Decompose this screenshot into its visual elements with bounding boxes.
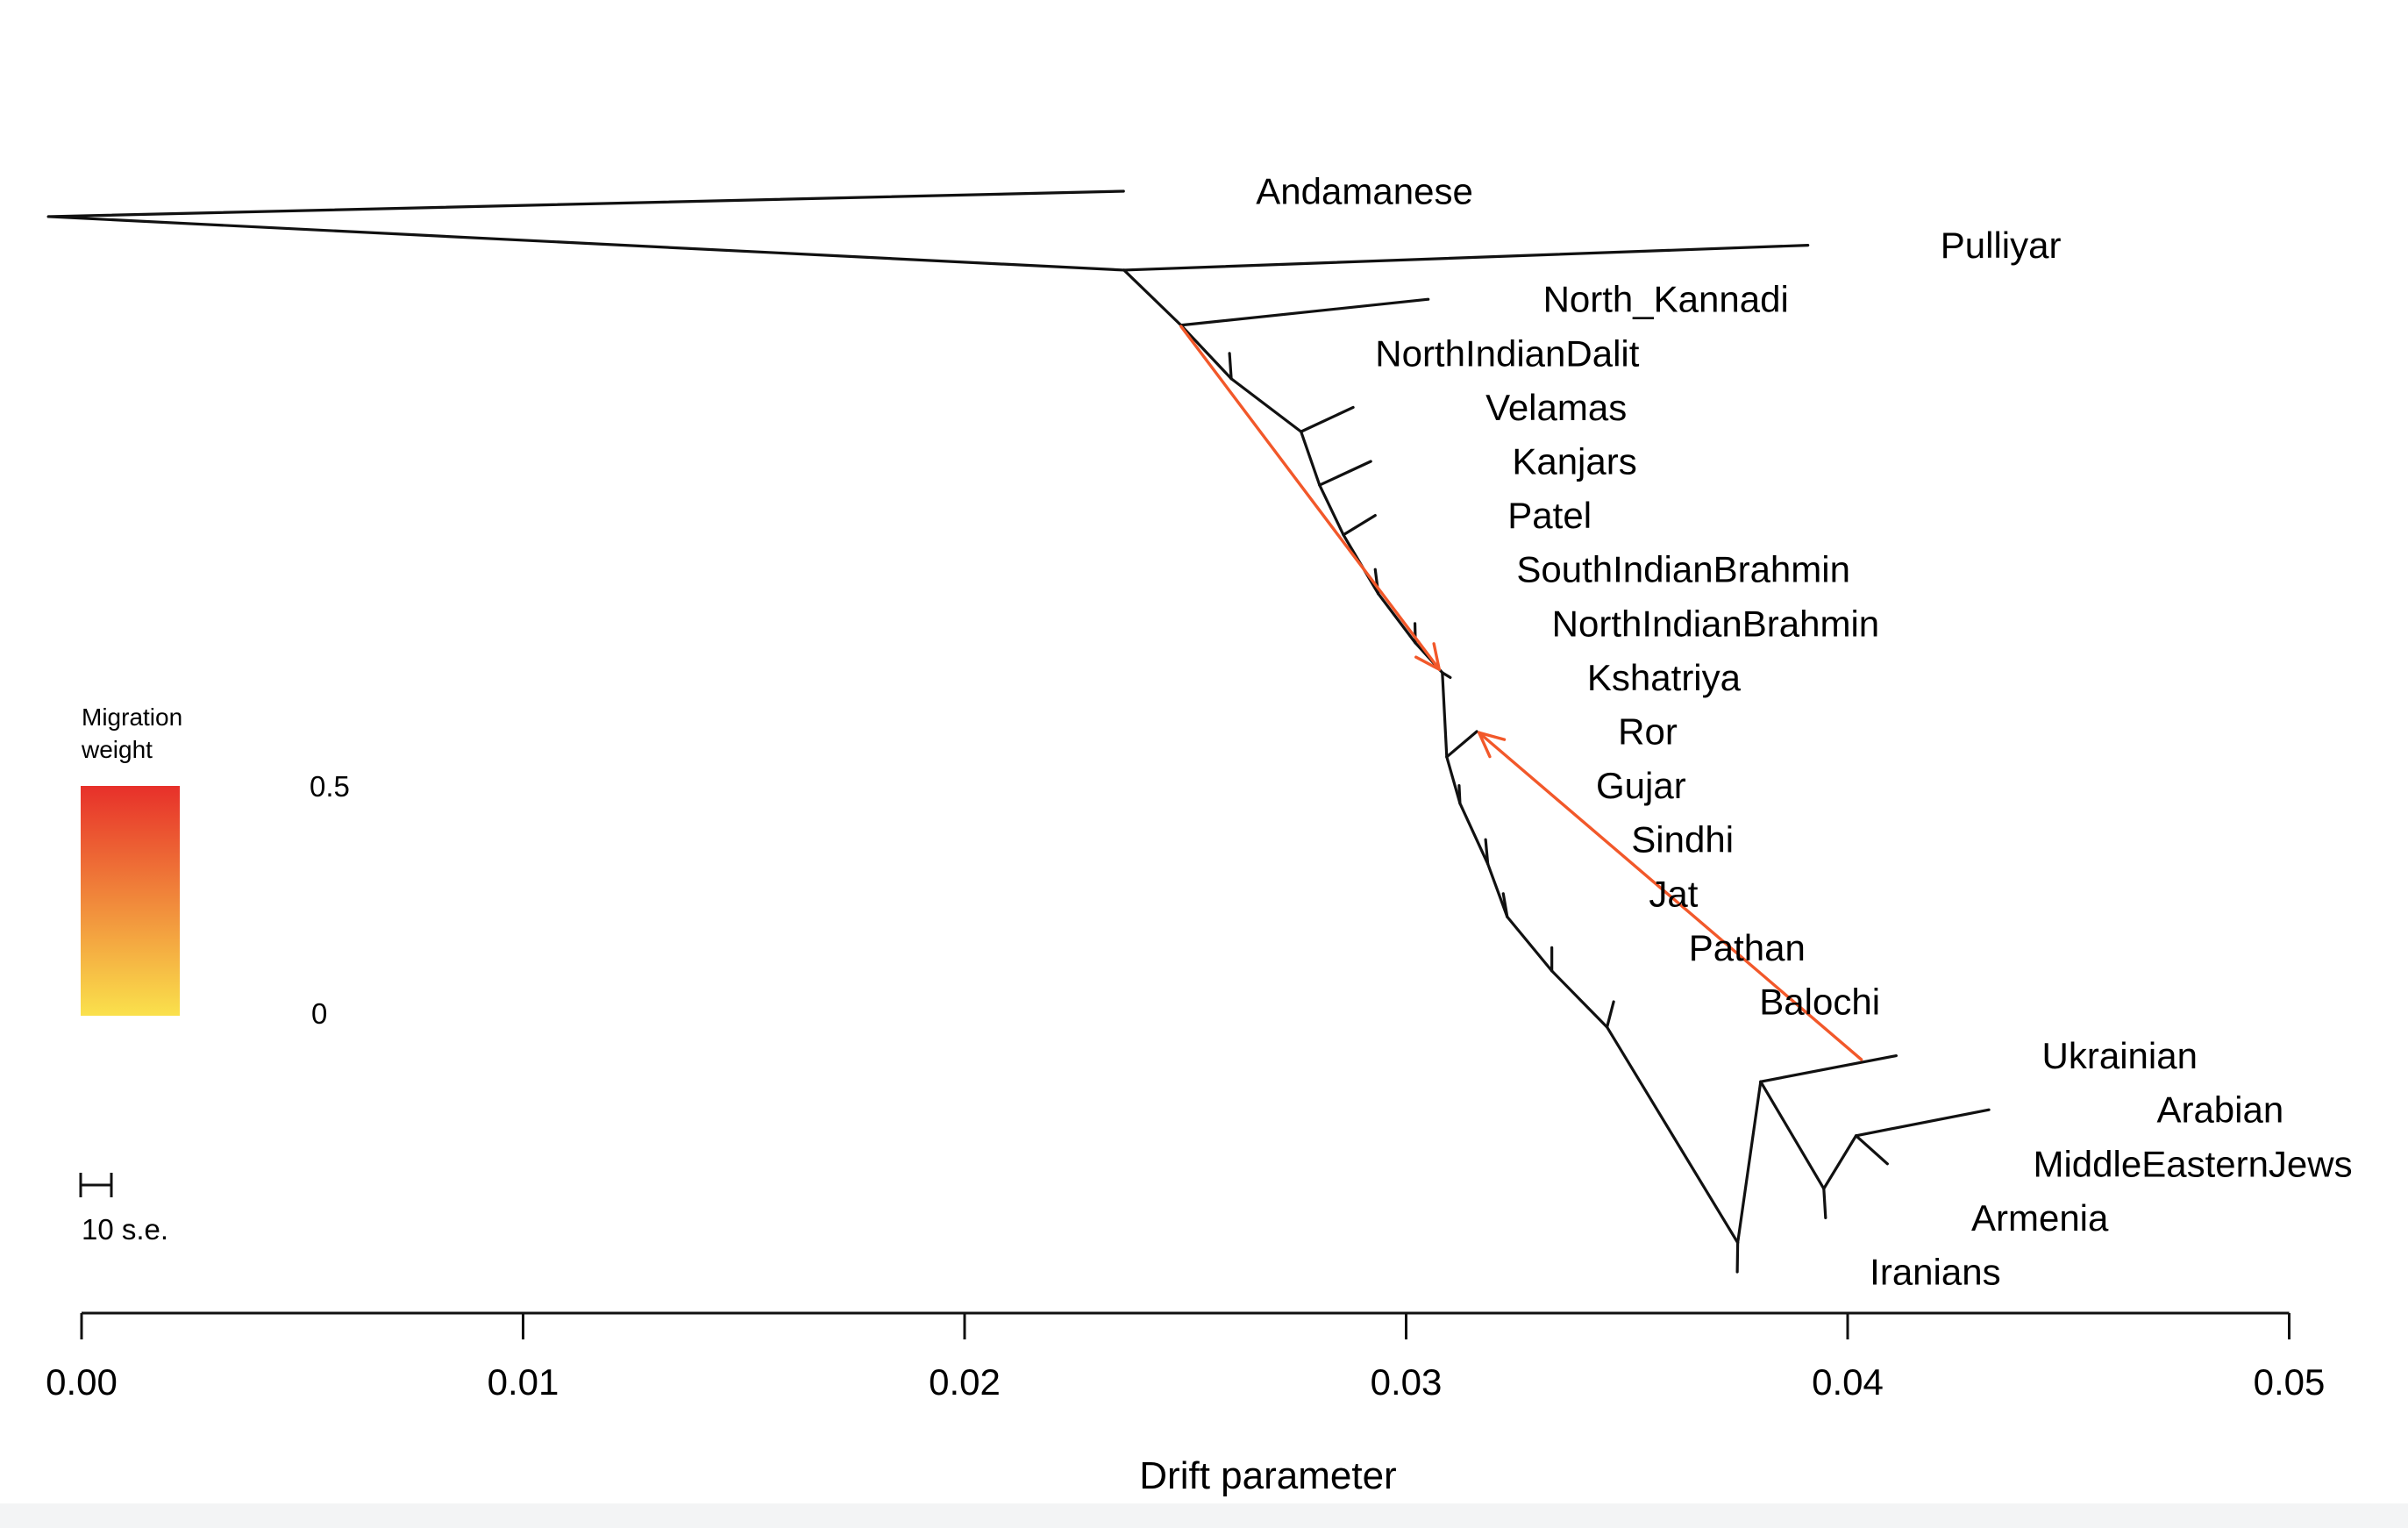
tree-branch-N_sindhi (1458, 802, 1490, 866)
migration-arrowhead-2a (1477, 731, 1507, 741)
tree-branch-Patel (1342, 513, 1377, 537)
tip-label-Sindhi: Sindhi (1631, 819, 1734, 860)
tip-label-Velamas: Velamas (1485, 387, 1627, 428)
legend-max-label: 0.5 (310, 770, 350, 803)
tip-label-NorthIndianDalit: NorthIndianDalit (1375, 332, 1639, 374)
tree-branch-NorthIndianDalit (1228, 352, 1233, 381)
tree-branch-N_pathan (1506, 915, 1554, 973)
tip-label-Balochi: Balochi (1759, 982, 1880, 1023)
tree-branch-H (1377, 592, 1417, 645)
tip-label-Pulliyar: Pulliyar (1941, 225, 2062, 266)
migration-edge-2 (1477, 731, 1863, 1061)
migration-weight-legend: Migration weight 0.5 0 (81, 703, 350, 1030)
legend-title-line1: Migration (82, 703, 182, 731)
tip-label-NorthIndianBrahmin: NorthIndianBrahmin (1552, 603, 1880, 644)
tree-branch-Iranians (1735, 1241, 1740, 1274)
tip-label-Gujar: Gujar (1596, 765, 1686, 806)
tree-branches (46, 189, 1991, 1274)
tree-branch-Andamanese (46, 189, 1125, 218)
tree-branch-B (1122, 268, 1183, 327)
x-axis-tick-label-0.02: 0.02 (929, 1361, 1001, 1403)
tree-branch-N_gujar (1445, 755, 1462, 805)
standard-error-scalebar (79, 1173, 113, 1197)
tip-label-Armenia: Armenia (1971, 1197, 2109, 1239)
tree-branch-R (1759, 1080, 1826, 1190)
tip-label-Iranians: Iranians (1870, 1252, 2000, 1293)
x-axis-title: Drift parameter (1139, 1454, 1396, 1497)
tree-branch-E (1300, 430, 1322, 487)
bottom-strip (0, 1503, 2408, 1528)
legend-min-label: 0 (311, 997, 327, 1030)
tip-label-Ukrainian: Ukrainian (2042, 1035, 2198, 1076)
migration-arrowhead-1a (1414, 655, 1441, 671)
tree-branch-A (46, 215, 1126, 272)
tree-branch-C (1179, 324, 1233, 381)
x-axis-tick-label-0.05: 0.05 (2254, 1361, 2326, 1403)
migration-arrowhead-1b (1432, 642, 1441, 671)
tip-label-Jat: Jat (1649, 873, 1698, 914)
tree-branch-Jat (1501, 892, 1509, 918)
migration-arrowhead-2b (1477, 731, 1492, 759)
tree-branch-Pulliyar (1122, 244, 1810, 272)
x-axis-tick-label-0.00: 0.00 (46, 1361, 118, 1403)
tree-branch-N_balochi (1550, 969, 1609, 1029)
legend-gradient-bar (81, 786, 180, 1016)
tip-label-MiddleEasternJews: MiddleEasternJews (2033, 1143, 2352, 1184)
tree-branch-Ukrainian (1759, 1053, 1898, 1083)
tree-branch-N_jat (1486, 862, 1509, 918)
x-axis-tick-label-0.04: 0.04 (1812, 1361, 1884, 1403)
tip-label-Patel: Patel (1507, 495, 1592, 536)
tip-label-Pathan: Pathan (1689, 927, 1806, 968)
tip-label-Arabian: Arabian (2156, 1089, 2283, 1131)
x-axis-tick-label-0.03: 0.03 (1371, 1361, 1443, 1403)
tree-branch-Velamas (1300, 405, 1355, 433)
scalebar-label: 10 s.e. (82, 1213, 168, 1246)
migration-edge-1 (1179, 325, 1441, 671)
x-axis-tick-label-0.01: 0.01 (488, 1361, 559, 1403)
legend-title-line2: weight (81, 736, 153, 763)
tip-label-Kanjars: Kanjars (1512, 441, 1636, 482)
tree-branch-S (1822, 1134, 1858, 1190)
tree-branch-N_ror (1441, 671, 1449, 759)
tip-labels: Andamanese Pulliyar North_Kannadi NorthIndi… (1256, 171, 2352, 1293)
tree-branch-F (1318, 483, 1345, 537)
x-axis: 0.00 0.01 0.02 0.03 0.04 0.05 (46, 1311, 2326, 1403)
tree-branch-Armenia (1822, 1187, 1827, 1220)
tree-branch-P (1605, 1025, 1740, 1245)
tip-label-SouthIndianBrahmin: SouthIndianBrahmin (1516, 549, 1850, 590)
tree-branch-Balochi (1605, 1000, 1615, 1029)
tree-branch-D (1229, 377, 1303, 433)
tip-label-Andamanese: Andamanese (1256, 171, 1473, 212)
tip-label-North_Kannadi: North_Kannadi (1543, 279, 1789, 320)
tip-label-Ror: Ror (1618, 711, 1678, 753)
tip-label-Kshatriya: Kshatriya (1587, 657, 1742, 698)
tree-branch-MiddleEasternJews (1854, 1134, 1889, 1166)
tree-branch-Ror (1445, 730, 1478, 759)
migration-edges (1179, 325, 1863, 1061)
tree-branch-Q (1736, 1080, 1763, 1245)
tree-branch-Arabian (1854, 1108, 1991, 1138)
tree-branch-Sindhi (1484, 838, 1490, 866)
tree-branch-Kanjars (1318, 460, 1372, 487)
tree-branch-North_Kannadi (1179, 297, 1430, 327)
tree-branch-Gujar (1457, 783, 1462, 805)
